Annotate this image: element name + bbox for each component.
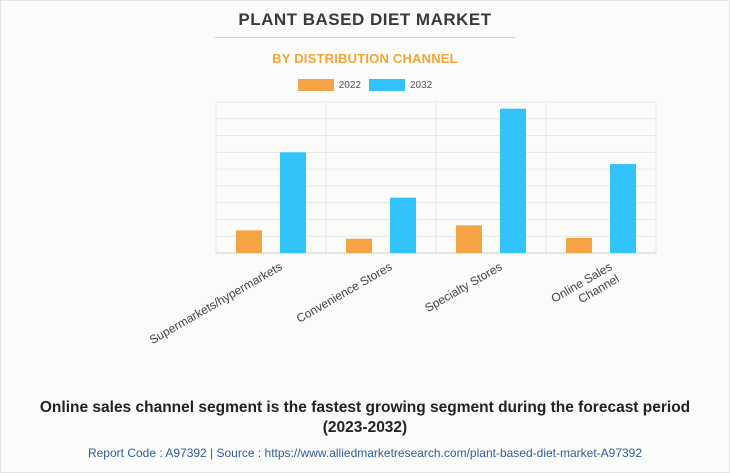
bar-2032-supermarkets-hypermarkets [280,152,306,253]
bar-2022-supermarkets-hypermarkets [236,230,262,253]
bar-2032-online-sales-channel [610,164,636,253]
chart-legend: 2022 2032 [0,79,730,91]
bar-2022-convenience-stores [346,238,372,253]
legend-item-2022[interactable]: 2022 [297,79,361,91]
footnote-line-2: (2023-2032) [322,419,408,436]
chart-subtitle: BY DISTRIBUTION CHANNEL [272,51,458,66]
legend-swatch-2032 [369,79,405,91]
source-citation[interactable]: Report Code : A97392 | Source : https://… [87,446,643,460]
bar-2032-specialty-stores [500,108,526,253]
bar-2022-specialty-stores [456,225,482,253]
bar-2022-online-sales-channel [566,237,592,253]
legend-swatch-2022 [297,79,334,91]
legend-label-2032: 2032 [410,79,433,91]
x-tick-label: Online SalesChannel [549,259,622,317]
title-divider [215,37,515,38]
x-tick-label: Convenience Stores [294,259,395,325]
legend-label-2022: 2022 [338,79,361,91]
x-tick-label: Specialty Stores [422,259,504,314]
x-tick-label: Supermarkets/hypermarkets [147,259,285,346]
chart-title: PLANT BASED DIET MARKET [238,10,492,29]
footnote: Online sales channel segment is the fast… [0,398,730,438]
footnote-line-1: Online sales channel segment is the fast… [39,399,691,416]
legend-item-2032[interactable]: 2032 [369,79,432,91]
bar-2032-convenience-stores [390,197,416,253]
